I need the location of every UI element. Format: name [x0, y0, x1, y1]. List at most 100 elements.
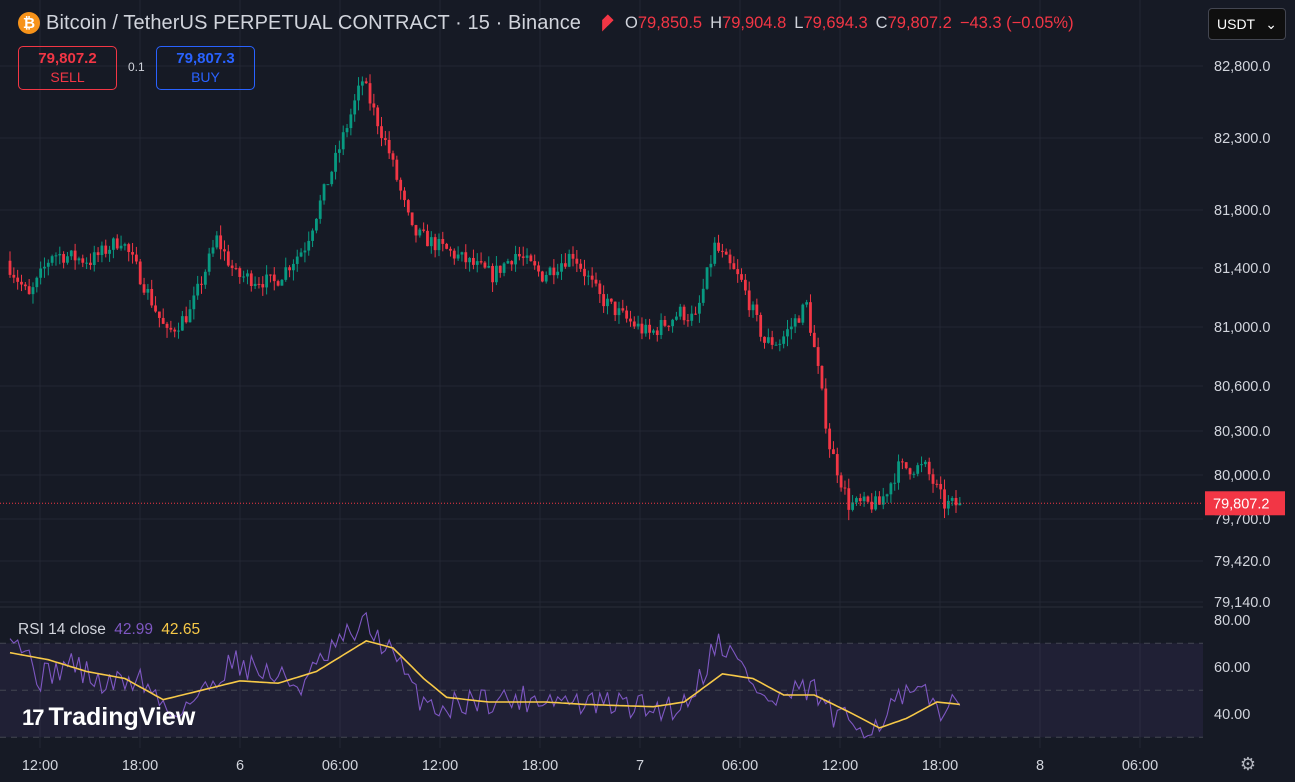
candle-body [671, 319, 674, 327]
candle-body [900, 461, 904, 463]
candle-body [939, 483, 943, 490]
buy-button[interactable]: 79,807.3 BUY [156, 46, 255, 90]
candle-body [652, 330, 655, 333]
candle-body [736, 269, 740, 275]
candle-body [180, 316, 184, 331]
candle-body [648, 324, 652, 333]
candle-body [472, 257, 475, 265]
candle-body [322, 184, 326, 201]
candles [8, 74, 962, 521]
candle-body [690, 313, 694, 321]
candle-body [632, 321, 636, 327]
candle-body [334, 152, 337, 172]
order-quantity[interactable]: 0.1 [128, 60, 145, 74]
sell-button[interactable]: 79,807.2 SELL [18, 46, 117, 90]
candle-body [104, 245, 108, 254]
candle-body [870, 501, 874, 510]
candle-body [269, 274, 272, 276]
candle-body [533, 261, 537, 266]
candle-body [514, 254, 517, 265]
candle-body [498, 265, 502, 273]
candle-body [544, 274, 548, 282]
candle-body [418, 229, 422, 236]
candle-body [196, 283, 200, 296]
candle-body [878, 496, 881, 505]
currency-select[interactable]: USDT ⌄ [1208, 8, 1286, 40]
candle-body [621, 308, 625, 311]
time-tick-label: 06:00 [1122, 758, 1158, 774]
rsi-ma-line [9, 640, 960, 729]
candle-body [353, 100, 357, 115]
candle-body [483, 262, 487, 268]
candle-body [265, 274, 269, 288]
candle-body [598, 283, 602, 295]
candle-body [686, 320, 690, 322]
candle-body [92, 252, 96, 266]
time-tick-label: 06:00 [322, 758, 358, 774]
candle-body [916, 465, 920, 474]
price-change: −43.3 (−0.05%) [959, 13, 1074, 32]
candle-body [828, 428, 832, 450]
candle-body [740, 274, 743, 280]
candle-body [763, 336, 766, 343]
time-tick-label: 6 [236, 758, 244, 774]
candle-body [429, 237, 433, 247]
tradingview-logo[interactable]: 17 TradingView [22, 703, 195, 732]
candle-body [272, 274, 276, 282]
candle-body [69, 250, 73, 257]
time-tick-label: 7 [636, 758, 644, 774]
brand-name: TradingView [48, 703, 196, 731]
candle-body [81, 258, 85, 263]
candle-body [667, 325, 671, 327]
candle-body [127, 244, 131, 253]
candle-body [173, 329, 177, 332]
candle-body [280, 279, 284, 286]
candle-body [774, 344, 778, 346]
rsi-line [9, 611, 961, 739]
candle-body [920, 464, 923, 466]
rsi-ma-value: 42.65 [161, 621, 201, 638]
candle-body [318, 200, 322, 219]
candle-body [832, 449, 835, 455]
candle-body [606, 298, 609, 307]
candle-body [468, 257, 471, 263]
candle-body [403, 190, 406, 201]
candle-body [560, 263, 563, 272]
rsi-tick-label: 60.00 [1214, 660, 1250, 676]
rsi-legend[interactable]: RSI 14 close 42.99 42.65 [18, 621, 200, 639]
candle-body [8, 260, 12, 275]
candle-body [422, 229, 426, 231]
candle-body [843, 487, 847, 489]
price-tick-label: 79,700.0 [1214, 512, 1270, 528]
candle-body [609, 298, 613, 302]
candle-body [866, 496, 870, 502]
candle-body [299, 252, 303, 257]
candle-body [583, 268, 586, 277]
candle-body [874, 496, 877, 510]
candle-body [292, 263, 295, 271]
candle-body [437, 238, 441, 251]
candle-body [89, 262, 92, 266]
candle-body [701, 288, 705, 303]
settings-icon[interactable]: ⚙ [1239, 754, 1257, 774]
candle-body [663, 320, 667, 326]
candle-body [713, 242, 717, 264]
candle-body [594, 279, 598, 284]
candle-body [203, 271, 207, 285]
candle-body [146, 288, 150, 293]
candle-body [460, 252, 464, 255]
candle-body [567, 253, 571, 267]
candle-body [556, 271, 560, 276]
candle-body [253, 283, 257, 287]
candle-body [456, 254, 460, 259]
candle-body [96, 252, 100, 256]
candle-body [602, 294, 606, 307]
candle-body [931, 474, 935, 484]
candle-body [77, 258, 81, 261]
price-tick-label: 81,000.0 [1214, 320, 1270, 336]
candle-body [571, 253, 575, 259]
candle-body [935, 483, 939, 485]
candle-body [357, 85, 360, 101]
symbol-title[interactable]: Bitcoin / TetherUS PERPETUAL CONTRACT · … [46, 11, 582, 34]
